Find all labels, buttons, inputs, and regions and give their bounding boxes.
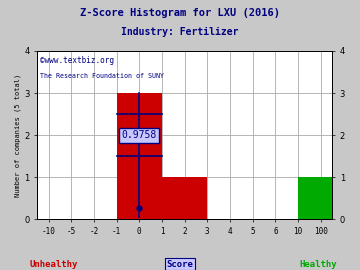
Bar — [117, 93, 162, 220]
Text: Z-Score Histogram for LXU (2016): Z-Score Histogram for LXU (2016) — [80, 8, 280, 18]
Y-axis label: Number of companies (5 total): Number of companies (5 total) — [15, 73, 22, 197]
Bar — [162, 177, 207, 220]
Text: Healthy: Healthy — [300, 260, 337, 269]
Text: Unhealthy: Unhealthy — [30, 260, 78, 269]
Text: Score: Score — [167, 260, 193, 269]
Text: Industry: Fertilizer: Industry: Fertilizer — [121, 27, 239, 37]
Text: The Research Foundation of SUNY: The Research Foundation of SUNY — [40, 73, 164, 79]
Text: ©www.textbiz.org: ©www.textbiz.org — [40, 56, 114, 65]
Text: 0.9758: 0.9758 — [122, 130, 157, 140]
Bar — [298, 177, 343, 220]
